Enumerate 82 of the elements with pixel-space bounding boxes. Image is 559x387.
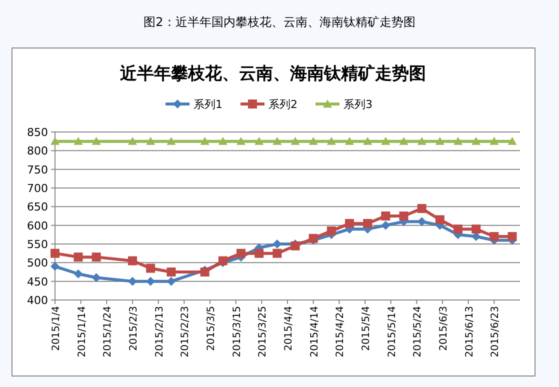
x-tick-label: 2015/4/4 <box>284 306 294 351</box>
point <box>508 136 517 145</box>
x-tick-label: 2015/6/23 <box>490 306 502 358</box>
point <box>381 212 390 220</box>
point <box>92 252 101 262</box>
point <box>128 276 137 286</box>
point <box>166 136 176 145</box>
legend-label: 系列2 <box>268 98 298 111</box>
x-tick-label: 2015/5/4 <box>361 306 372 351</box>
point <box>50 262 60 271</box>
point <box>326 136 336 145</box>
point <box>92 273 101 282</box>
point <box>508 232 517 242</box>
point <box>381 220 390 230</box>
point <box>236 136 246 145</box>
x-tick-label: 2015/3/5 <box>206 306 217 351</box>
point <box>50 248 60 258</box>
point <box>272 248 282 258</box>
point <box>345 218 354 228</box>
point <box>146 136 156 145</box>
point <box>472 136 481 145</box>
point <box>435 215 444 224</box>
point <box>290 136 300 145</box>
point <box>74 136 83 145</box>
point <box>50 136 60 145</box>
y-tick-label: 750 <box>27 163 48 176</box>
point <box>363 218 372 228</box>
point <box>218 136 228 145</box>
x-tick-label: 2015/3/25 <box>258 306 269 358</box>
point <box>254 248 264 258</box>
y-tick-label: 650 <box>27 200 48 214</box>
y-tick-label: 850 <box>27 126 48 139</box>
point <box>490 232 499 242</box>
x-tick-label: 2015/1/4 <box>51 306 62 351</box>
point <box>490 136 499 145</box>
x-tick-label: 2015/4/24 <box>335 306 346 358</box>
point <box>454 136 462 145</box>
y-tick-label: 500 <box>27 256 48 270</box>
x-tick-label: 2015/5/14 <box>386 306 398 358</box>
point <box>363 136 372 145</box>
point <box>435 136 444 145</box>
point <box>128 256 137 266</box>
x-tick-label: 2015/6/3 <box>438 306 450 351</box>
point <box>472 224 481 234</box>
y-tick-label: 800 <box>27 144 48 158</box>
point <box>272 136 282 145</box>
chart-title: 近半年攀枝花、云南、海南钛精矿走势图 <box>119 64 426 84</box>
point <box>236 248 246 258</box>
x-tick-label: 2015/2/3 <box>128 306 140 351</box>
point <box>92 136 101 145</box>
point <box>166 268 176 276</box>
point <box>74 269 83 278</box>
legend-label: 系列3 <box>344 98 372 111</box>
y-tick-label: 700 <box>27 182 48 195</box>
y-tick-label: 400 <box>27 294 48 307</box>
point <box>254 136 264 145</box>
y-tick-label: 450 <box>27 275 48 288</box>
point <box>399 212 408 220</box>
legend-label: 系列1 <box>194 98 222 111</box>
point <box>74 252 83 262</box>
x-tick-label: 2015/2/13 <box>154 306 166 358</box>
y-tick-label: 600 <box>27 219 48 232</box>
x-tick-label: 2015/5/24 <box>412 306 424 358</box>
point <box>128 136 137 145</box>
y-tick-label: 550 <box>27 238 48 251</box>
x-tick-label: 2015/1/14 <box>76 306 88 358</box>
x-tick-label: 2015/4/14 <box>309 306 320 358</box>
point <box>417 204 426 214</box>
x-tick-label: 2015/1/24 <box>102 306 114 358</box>
point <box>146 264 156 273</box>
point <box>399 136 408 145</box>
point <box>417 136 426 145</box>
x-tick-label: 2015/2/23 <box>180 306 192 358</box>
x-tick-label: 2015/6/13 <box>464 306 476 358</box>
point <box>200 136 210 145</box>
point <box>326 226 336 236</box>
point <box>454 224 462 234</box>
caption: 图2：近半年国内攀枝花、云南、海南钛精矿走势图 <box>144 15 416 29</box>
point <box>308 136 318 145</box>
point <box>381 136 390 145</box>
point <box>345 136 354 145</box>
x-tick-label: 2015/3/15 <box>232 306 243 358</box>
